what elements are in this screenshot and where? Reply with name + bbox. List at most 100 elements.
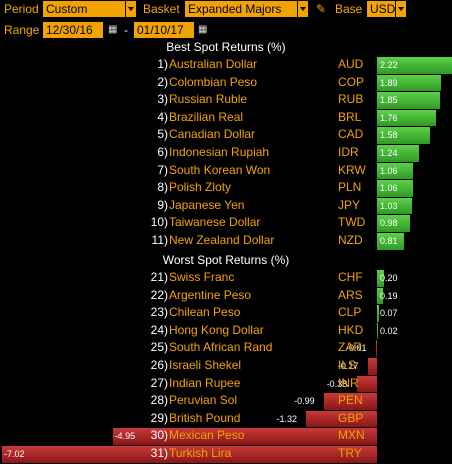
currency-code: COP [338, 74, 365, 89]
rank-number: 1) [157, 57, 168, 71]
range-end-field[interactable]: 01/10/17 [134, 22, 194, 38]
rank-number: 27) [150, 375, 168, 390]
currency-code: MXN [338, 428, 365, 443]
currency-name[interactable]: Swiss Franc [169, 270, 235, 284]
rank-number: 8) [157, 180, 168, 195]
bar-nzd [377, 233, 405, 250]
range-label: Range [4, 23, 40, 37]
currency-name[interactable]: Taiwanese Dollar [169, 215, 261, 230]
base-dropdown-chevron-icon[interactable] [395, 1, 406, 17]
table-row[interactable]: 1.76 4) Brazilian Real BRL [0, 109, 452, 127]
toolbar-row-1: Period Custom Basket Expanded Majors ✎ B… [0, 0, 452, 18]
table-row[interactable]: 1.06 7) South Korean Won KRW [0, 162, 452, 180]
value-label: -0.99 [294, 396, 315, 407]
table-row[interactable]: 1.58 5) Canadian Dollar CAD [0, 126, 452, 144]
table-row[interactable]: 1.24 6) Indonesian Rupiah IDR [0, 144, 452, 162]
currency-name[interactable]: Hong Kong Dollar [169, 322, 264, 337]
currency-name[interactable]: Peruvian Sol [169, 393, 238, 408]
table-row[interactable]: 1.06 8) Polish Zloty PLN [0, 179, 452, 197]
value-label: 1.06 [380, 165, 398, 176]
bar-rub [377, 92, 440, 109]
currency-code: TWD [338, 215, 366, 230]
rank-number: 2) [157, 74, 168, 89]
table-row[interactable]: 2.22 1) Australian Dollar AUD [0, 56, 452, 74]
value-label: 1.03 [380, 200, 398, 211]
table-row[interactable]: 0.20 21) Swiss Franc CHF [0, 269, 452, 287]
table-row[interactable]: 1.03 9) Japanese Yen JPY [0, 197, 452, 215]
currency-name[interactable]: British Pound [169, 410, 241, 425]
range-start-field[interactable]: 12/30/16 [43, 22, 103, 38]
bar-ars [377, 287, 384, 305]
currency-name[interactable]: Russian Ruble [169, 92, 248, 107]
bar-inr [356, 375, 377, 393]
currency-code: PEN [338, 393, 363, 408]
bar-cop [377, 74, 441, 92]
bar-twd [377, 215, 411, 232]
currency-name[interactable]: Indian Rupee [169, 375, 241, 390]
currency-name[interactable]: Japanese Yen [169, 197, 245, 212]
table-row[interactable]: 0.19 22) Argentine Peso ARS [0, 287, 452, 305]
value-label: 0.81 [380, 236, 398, 246]
table-row[interactable]: -0.99 28) Peruvian Sol PEN [0, 392, 452, 410]
currency-name[interactable]: Canadian Dollar [169, 127, 256, 142]
table-row[interactable]: 0.81 11) New Zealand Dollar NZD [0, 232, 452, 250]
value-label: -4.95 [114, 431, 136, 442]
value-label: 0.19 [380, 290, 398, 301]
value-label: -0.01 [346, 343, 367, 354]
bar-aud [377, 57, 452, 74]
table-row[interactable]: -0.38 27) Indian Rupee INR [0, 375, 452, 393]
bar-try [2, 446, 377, 463]
currency-name[interactable]: Brazilian Real [169, 109, 244, 124]
currency-code: IDR [338, 145, 359, 159]
period-dropdown-chevron-icon[interactable] [125, 1, 136, 17]
value-label: -7.02 [4, 449, 25, 459]
currency-code: TRY [338, 446, 362, 460]
calendar-icon[interactable]: ▦ [108, 24, 118, 35]
currency-name[interactable]: South African Rand [169, 340, 273, 355]
currency-code: KRW [338, 162, 366, 177]
best-returns-title: Best Spot Returns (%) [166, 40, 286, 54]
bar-brl [377, 109, 437, 127]
period-select[interactable]: Custom [43, 1, 125, 17]
basket-dropdown-chevron-icon[interactable] [297, 1, 308, 17]
value-label: -0.38 [326, 378, 348, 389]
table-row[interactable]: -1.32 29) British Pound GBP [0, 410, 452, 428]
table-row[interactable]: -7.02 31) Turkish Lira TRY [0, 445, 452, 463]
currency-name[interactable]: New Zealand Dollar [169, 233, 275, 247]
currency-name[interactable]: Polish Zloty [169, 180, 232, 195]
currency-code: HKD [338, 322, 364, 337]
bar-clp [377, 305, 380, 322]
table-row[interactable]: -4.95 30) Mexican Peso MXN [0, 427, 452, 445]
currency-code: CAD [338, 127, 364, 142]
table-row[interactable]: -0.17 26) Israeli Shekel ILS [0, 357, 452, 375]
currency-name[interactable]: South Korean Won [169, 162, 271, 177]
currency-code: PLN [338, 180, 362, 195]
rank-number: 24) [150, 322, 168, 337]
base-label: Base [335, 2, 363, 16]
currency-name[interactable]: Turkish Lira [169, 446, 232, 460]
edit-pencil-icon[interactable]: ✎ [316, 2, 327, 16]
range-separator: - [124, 23, 128, 37]
basket-select[interactable]: Expanded Majors [185, 1, 297, 17]
currency-name[interactable]: Colombian Peso [169, 74, 258, 89]
value-label: 1.06 [380, 183, 398, 194]
currency-code: RUB [338, 92, 364, 107]
bar-hkd [377, 322, 378, 340]
bar-chf [377, 270, 384, 287]
currency-name[interactable]: Australian Dollar [169, 57, 258, 71]
bar-pen [324, 393, 377, 410]
table-row[interactable]: -0.01 25) South African Rand ZAR [0, 339, 452, 357]
table-row[interactable]: 0.02 24) Hong Kong Dollar HKD [0, 322, 452, 340]
calendar-icon[interactable]: ▦ [198, 24, 208, 35]
currency-name[interactable]: Israeli Shekel [169, 358, 242, 372]
currency-name[interactable]: Indonesian Rupiah [169, 145, 270, 159]
base-select[interactable]: USD [367, 1, 395, 17]
value-label: 0.98 [380, 218, 398, 229]
currency-name[interactable]: Mexican Peso [169, 428, 245, 443]
currency-name[interactable]: Argentine Peso [169, 287, 252, 302]
table-row[interactable]: 0.07 23) Chilean Peso CLP [0, 304, 452, 322]
table-row[interactable]: 1.89 2) Colombian Peso COP [0, 74, 452, 92]
table-row[interactable]: 1.85 3) Russian Ruble RUB [0, 91, 452, 109]
currency-name[interactable]: Chilean Peso [169, 305, 241, 320]
table-row[interactable]: 0.98 10) Taiwanese Dollar TWD [0, 214, 452, 232]
